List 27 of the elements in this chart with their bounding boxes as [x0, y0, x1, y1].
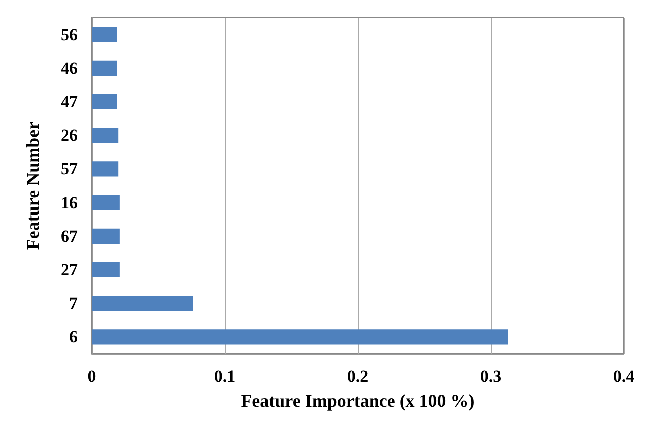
x-tick-label: 0.1: [214, 367, 236, 386]
x-tick-label: 0.4: [613, 367, 636, 386]
bar: [92, 128, 119, 144]
x-tick-label: 0.2: [347, 367, 369, 386]
y-tick-label: 56: [61, 25, 78, 44]
bar: [92, 60, 118, 76]
y-tick-label: 27: [61, 260, 78, 280]
y-axis-title: Feature Number: [23, 122, 43, 250]
bar: [92, 330, 508, 345]
bar: [92, 94, 118, 110]
bar: [92, 262, 120, 278]
y-tick-label: 67: [61, 226, 78, 246]
bar: [92, 296, 194, 312]
bar: [92, 162, 119, 177]
bar: [92, 27, 118, 42]
x-axis-title: Feature Importance (x 100 %): [241, 391, 475, 411]
y-tick-label: 57: [61, 160, 78, 179]
y-tick-label: 16: [61, 193, 78, 212]
y-tick-label: 6: [70, 328, 78, 347]
y-tick-label: 26: [61, 126, 78, 146]
y-tick-label: 46: [61, 58, 78, 78]
y-tick-label: 7: [70, 294, 78, 314]
bar: [92, 195, 120, 210]
x-tick-label: 0: [88, 367, 96, 386]
x-tick-label: 0.3: [480, 367, 502, 386]
y-tick-label: 47: [61, 92, 78, 112]
bar: [92, 228, 120, 244]
